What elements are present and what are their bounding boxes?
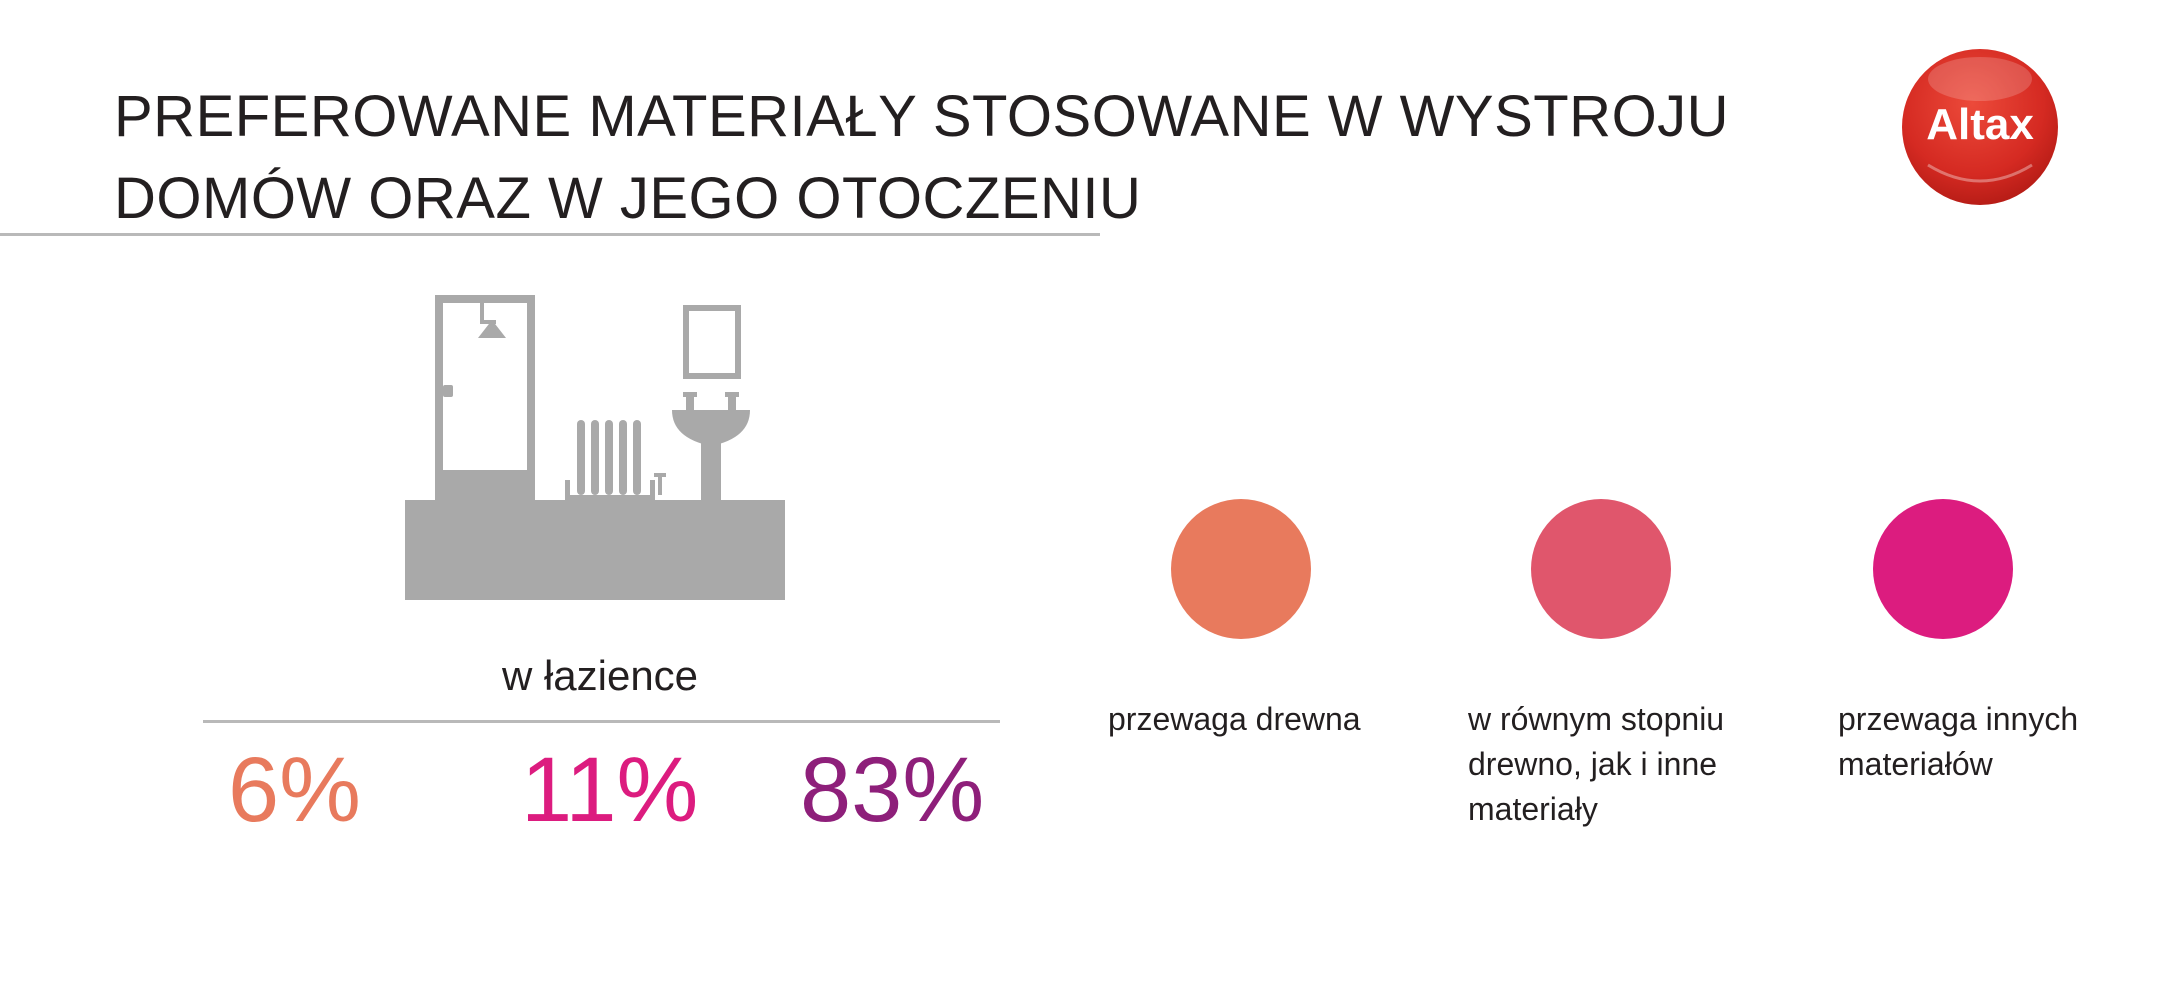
- values-divider: [203, 720, 1000, 723]
- legend-dot-przewaga-innych: [1873, 499, 2013, 639]
- chart-title-line-2: DOMÓW ORAZ W JEGO OTOCZENIU: [114, 166, 1142, 231]
- value-label-przewaga-innych: 83%: [800, 739, 985, 841]
- category-label: w łazience: [501, 652, 699, 699]
- legend-label-przewaga-innych: przewaga innych materiałów: [1838, 701, 2079, 782]
- value-label-przewaga-drewna: 6%: [228, 739, 361, 841]
- legend-dot-przewaga-drewna: [1171, 499, 1311, 639]
- bathroom-icon: [400, 290, 790, 610]
- logo-text: Altax: [1926, 100, 2034, 149]
- value-label-rowny-stopien: 11%: [521, 739, 699, 841]
- title-divider: [0, 233, 1100, 236]
- legend-dot-rowny-stopien: [1531, 499, 1671, 639]
- chart-title-line-1: PREFEROWANE MATERIAŁY STOSOWANE W WYSTRO…: [114, 84, 1730, 149]
- legend-label-rowny-stopien: w równym stopniu drewno, jak i inne mate…: [1468, 701, 1725, 827]
- legend-label-przewaga-drewna: przewaga drewna: [1108, 701, 1361, 737]
- altax-logo: Altax: [1900, 47, 2060, 207]
